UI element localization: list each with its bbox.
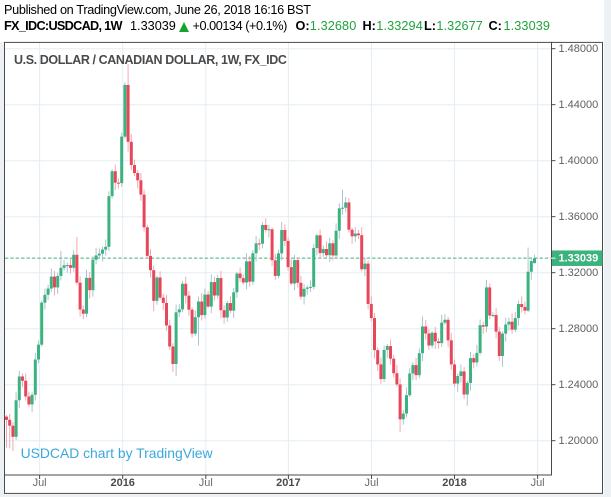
svg-text:1.28000: 1.28000: [559, 323, 599, 335]
svg-text:1.44000: 1.44000: [559, 99, 599, 111]
svg-text:Jul: Jul: [199, 477, 213, 489]
svg-text:1.32000: 1.32000: [559, 267, 599, 279]
svg-text:2018: 2018: [442, 477, 466, 489]
svg-text:Jul: Jul: [531, 477, 545, 489]
svg-text:Jul: Jul: [364, 477, 378, 489]
svg-text:2017: 2017: [276, 477, 300, 489]
svg-text:1.48000: 1.48000: [559, 43, 599, 55]
svg-text:1.36000: 1.36000: [559, 211, 599, 223]
svg-text:1.20000: 1.20000: [559, 435, 599, 447]
svg-text:1.33039: 1.33039: [559, 253, 599, 265]
svg-text:1.24000: 1.24000: [559, 379, 599, 391]
svg-text:Jul: Jul: [33, 477, 47, 489]
svg-text:1.40000: 1.40000: [559, 155, 599, 167]
svg-text:2016: 2016: [110, 477, 134, 489]
